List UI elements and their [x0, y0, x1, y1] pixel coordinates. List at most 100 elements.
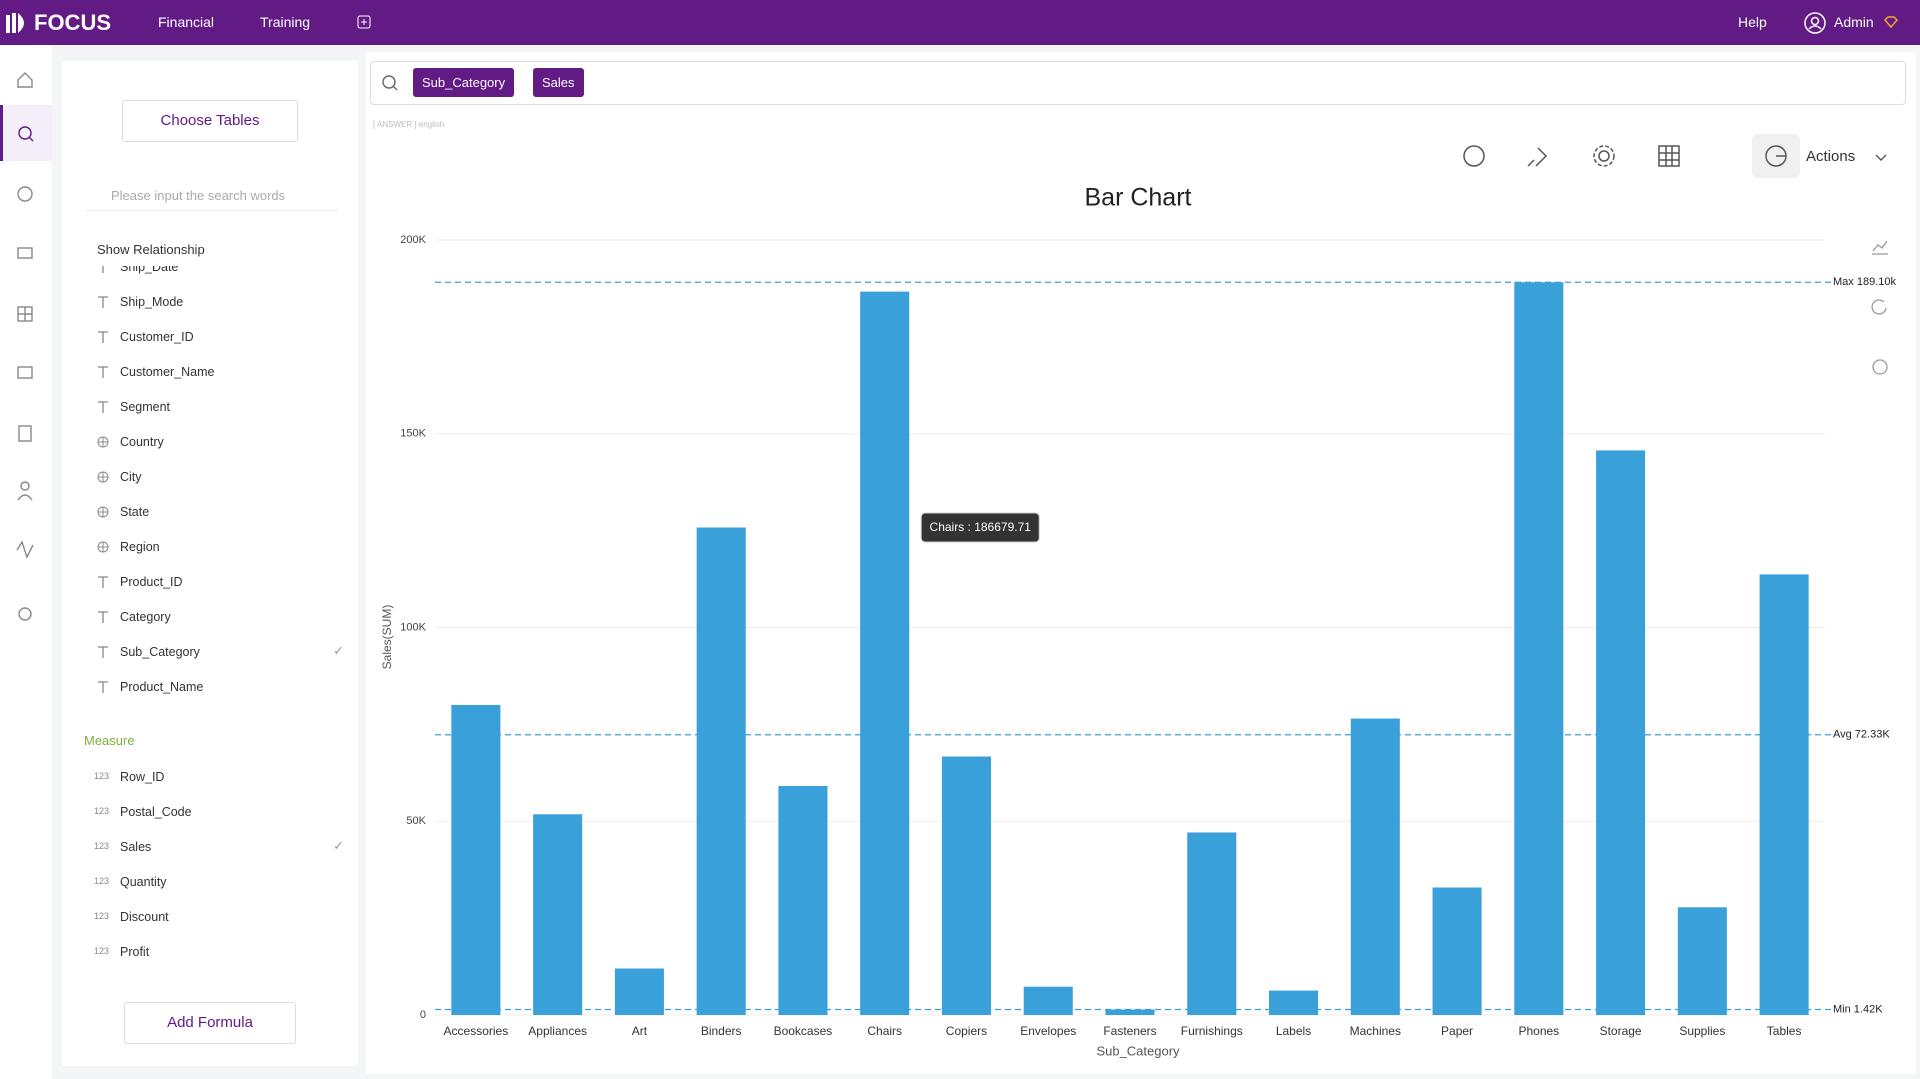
y-tick-label: 200K: [400, 234, 426, 246]
x-tick-label: Fasteners: [1103, 1024, 1156, 1038]
field-name: Customer_ID: [120, 330, 194, 344]
field-search[interactable]: Please input the search words: [86, 181, 338, 211]
x-tick-label: Art: [632, 1024, 648, 1038]
search-token[interactable]: Sub_Category: [413, 68, 515, 97]
globe: [98, 472, 108, 482]
text-icon: [98, 646, 108, 658]
x-tick-label: Binders: [701, 1024, 742, 1038]
bar: [941, 756, 991, 1015]
nav-link[interactable]: Training: [260, 14, 311, 30]
field-icon: [102, 266, 104, 273]
field-name: Sub_Category: [120, 645, 200, 659]
field-row[interactable]: Category: [90, 608, 350, 628]
field-row[interactable]: Customer_Name: [90, 363, 350, 383]
measure-icon: 123: [94, 806, 110, 816]
check: ✓: [333, 838, 344, 853]
bar: [1514, 282, 1564, 1015]
measure-title: Measure: [84, 733, 135, 748]
chart: Bar Chart Sales(SUM) Sub_Category 0 50K 10…: [380, 184, 1896, 1059]
y-tick-label: 100K: [400, 621, 426, 633]
measure-name: Profit: [120, 945, 150, 959]
show-relationship[interactable]: Show Relationship: [97, 242, 205, 257]
reference-label: Min 1.42K: [1833, 1003, 1883, 1015]
field-row[interactable]: Ship_Date: [90, 266, 350, 278]
measure-row[interactable]: 123 Quantity: [90, 873, 350, 893]
search-bar[interactable]: Sub_Category Sales: [370, 61, 1906, 105]
field-name: Product_Name: [120, 680, 204, 694]
bar: [533, 814, 583, 1015]
rail-icons: [0, 72, 52, 621]
bar: [1269, 990, 1319, 1015]
field-row[interactable]: Product_ID: [90, 573, 350, 593]
measure-row[interactable]: 123 Sales ✓: [90, 838, 350, 858]
x-tick-label: Paper: [1441, 1024, 1473, 1038]
actions-menu[interactable]: Actions: [1806, 148, 1856, 165]
x-tick-label: Tables: [1767, 1024, 1802, 1038]
field-icon: [98, 401, 108, 413]
measure-icon: 123: [94, 946, 110, 956]
bar: [451, 705, 501, 1015]
field-icon: [98, 681, 108, 693]
add-formula-button[interactable]: Add Formula: [124, 1002, 296, 1044]
measure-row[interactable]: 123 Discount: [90, 908, 350, 928]
field-row[interactable]: Country: [90, 433, 350, 453]
user-name[interactable]: Admin: [1834, 14, 1874, 30]
field-icon: [98, 366, 108, 378]
globe: [98, 437, 108, 447]
nav-link[interactable]: Financial: [158, 14, 215, 30]
side-tools: [1871, 240, 1888, 375]
toolbar: [1463, 134, 1800, 178]
field-panel: Choose Tables Please input the search wo…: [62, 61, 358, 1066]
field-row[interactable]: Segment: [90, 398, 350, 418]
actions-caret: [1875, 154, 1887, 161]
field-row[interactable]: Customer_ID: [90, 328, 350, 348]
search-token[interactable]: Sales: [533, 68, 584, 97]
field-row[interactable]: Ship_Mode: [90, 293, 350, 313]
add-tab[interactable]: [357, 15, 371, 29]
x-tick-label: Copiers: [946, 1024, 987, 1038]
globe: [98, 542, 108, 552]
measure-name: Sales: [120, 840, 152, 854]
measure-row[interactable]: 123 Postal_Code: [90, 803, 350, 823]
field-row[interactable]: City: [90, 468, 350, 488]
field-row[interactable]: Region: [90, 538, 350, 558]
y-tick-label: 0: [420, 1009, 426, 1021]
logo[interactable]: FOCUS: [34, 10, 111, 35]
field-name: Product_ID: [120, 575, 183, 589]
reference-label: Max 189.10k: [1833, 276, 1896, 288]
measure-list: 123 Row_ID 123 Postal_Code 123 Sales ✓ 123 Quant…: [62, 761, 358, 1021]
bar: [1187, 832, 1237, 1015]
field-name: Region: [120, 540, 160, 554]
badge: [1884, 16, 1898, 28]
choose-tables-button[interactable]: Choose Tables: [122, 100, 298, 142]
measure-row[interactable]: 123 Row_ID: [90, 768, 350, 788]
text-icon: [98, 331, 108, 343]
x-axis-label: Sub_Category: [1096, 1043, 1180, 1058]
bar: [1023, 986, 1073, 1015]
check: ✓: [333, 643, 344, 658]
field-name: Customer_Name: [120, 365, 215, 379]
text-icon: [98, 401, 108, 413]
field-name: City: [120, 470, 142, 484]
x-tick-label: Machines: [1350, 1024, 1401, 1038]
search-hint: [ ANSWER ] english: [373, 120, 445, 129]
field-icon: [97, 436, 109, 448]
measure-icon: 123: [94, 841, 110, 851]
field-row[interactable]: Product_Name: [90, 678, 350, 698]
field-list: Ship_Date Ship_Mode Customer_ID Customer_Na…: [62, 266, 358, 776]
field-icon: [98, 646, 108, 658]
measure-row[interactable]: 123 Profit: [90, 943, 350, 963]
x-tick-label: Labels: [1276, 1024, 1311, 1038]
field-row[interactable]: State: [90, 503, 350, 523]
globe: [98, 507, 108, 517]
tooltip-box: [920, 512, 1040, 543]
bar: [860, 291, 910, 1016]
field-row[interactable]: Sub_Category ✓: [90, 643, 350, 663]
logo-icon: [6, 13, 24, 33]
avatar[interactable]: [1803, 11, 1827, 35]
text-icon: [98, 296, 108, 308]
main-area: Sub_Category Sales [ ANSWER ] english Ac…: [366, 52, 1916, 1074]
help-link[interactable]: Help: [1738, 14, 1767, 30]
tooltip-text: Chairs : 186679.71: [930, 520, 1032, 534]
